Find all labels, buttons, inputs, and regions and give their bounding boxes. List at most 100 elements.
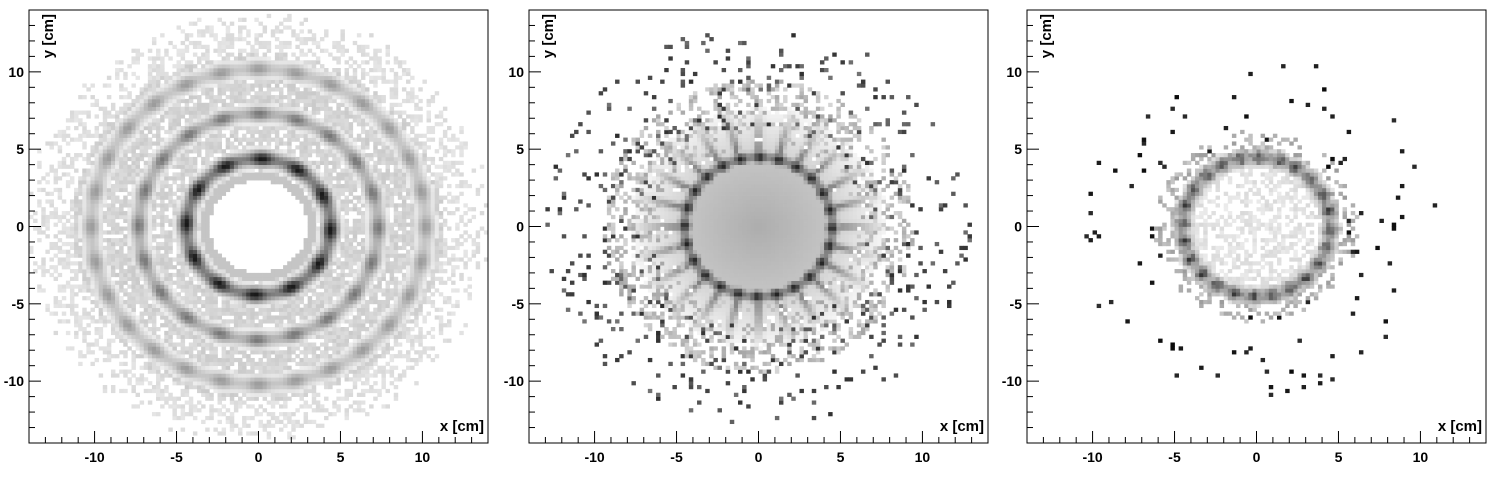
heatmap-cell (291, 419, 296, 425)
heatmap-cell (410, 172, 415, 177)
heatmap-cell (451, 149, 456, 154)
heatmap-cell (143, 299, 149, 305)
heatmap-cell (131, 230, 136, 235)
heatmap-cell (414, 307, 419, 312)
heatmap-cell (160, 365, 165, 370)
heatmap-cell (188, 404, 194, 409)
heatmap-cell (90, 214, 95, 220)
heatmap-cell (65, 319, 71, 324)
heatmap-cell (270, 423, 276, 428)
heatmap-cell (213, 369, 218, 374)
heatmap-cell (422, 284, 427, 289)
heatmap-cell (262, 427, 268, 432)
heatmap-cell (209, 369, 214, 374)
heatmap-cell (254, 431, 259, 436)
heatmap-cell (209, 338, 214, 343)
heatmap-cell (303, 149, 309, 154)
heatmap-cell (94, 342, 100, 347)
heatmap-cell (381, 149, 386, 154)
heatmap-cell (172, 342, 177, 347)
heatmap-cell (192, 164, 198, 169)
heatmap-cell (188, 218, 194, 223)
heatmap-cell (369, 234, 374, 239)
heatmap-cell (98, 327, 104, 332)
heatmap-cell (176, 160, 181, 165)
heatmap-cell (369, 164, 374, 169)
heatmap-cell (115, 164, 120, 169)
heatmap-cell (184, 373, 190, 378)
heatmap-cell (352, 365, 358, 370)
heatmap-cell (94, 288, 100, 293)
heatmap-cell (205, 396, 210, 401)
heatmap-cell (315, 423, 321, 428)
heatmap-cell (102, 176, 108, 181)
heatmap-cell (332, 323, 337, 328)
heatmap-cell (135, 276, 140, 281)
heatmap-cell (418, 327, 423, 332)
heatmap-cell (123, 238, 128, 243)
heatmap-cell (135, 404, 140, 409)
heatmap-cell (217, 342, 222, 347)
heatmap-cell (356, 280, 362, 285)
heatmap-cell (328, 160, 333, 165)
heatmap-cell (184, 288, 190, 293)
heatmap-cell (311, 315, 317, 320)
heatmap-cell (94, 203, 100, 208)
heatmap-cell (205, 280, 210, 285)
heatmap-cell (106, 211, 112, 216)
heatmap-cell (307, 149, 313, 154)
heatmap-cell (57, 261, 63, 266)
heatmap-cell (57, 272, 63, 278)
heatmap-cell (221, 303, 227, 309)
heatmap-cell (188, 342, 194, 347)
heatmap-cell (348, 350, 354, 355)
heatmap-cell (69, 299, 75, 305)
heatmap-cell (295, 361, 300, 367)
heatmap-cell (270, 377, 276, 382)
heatmap-cell (274, 346, 280, 351)
heatmap-cell (127, 180, 132, 185)
heatmap-cell (250, 288, 255, 293)
heatmap-cell (414, 323, 419, 328)
heatmap-cell (283, 153, 288, 158)
heatmap-cell (336, 342, 341, 347)
heatmap-cell (307, 269, 313, 274)
heatmap-cell (143, 269, 149, 274)
heatmap-cell (356, 354, 362, 359)
heatmap-cell (430, 284, 436, 289)
heatmap-cell (156, 280, 161, 285)
heatmap-cell (254, 272, 259, 278)
heatmap-cell (156, 164, 161, 169)
heatmap-cell (369, 214, 374, 220)
heatmap-cell (295, 408, 300, 413)
heatmap-cell (135, 265, 140, 270)
heatmap-cell (156, 195, 161, 200)
heatmap-cell (131, 149, 136, 154)
heatmap-cell (119, 203, 124, 208)
heatmap-cell (74, 311, 79, 316)
heatmap-cell (278, 350, 284, 355)
heatmap-cell (110, 187, 116, 193)
heatmap-cell (139, 207, 145, 212)
heatmap-cell (156, 156, 161, 162)
heatmap-cell (451, 160, 456, 165)
heatmap-cell (352, 230, 358, 235)
heatmap-cell (389, 172, 395, 177)
heatmap-cell (213, 315, 218, 320)
heatmap-cell (397, 377, 403, 382)
heatmap-cell (324, 284, 329, 289)
heatmap-cell (266, 303, 272, 309)
heatmap-cell (430, 327, 436, 332)
heatmap-cell (160, 299, 165, 305)
heatmap-cell (86, 160, 91, 165)
heatmap-cell (340, 207, 345, 212)
heatmap-cell (115, 149, 120, 154)
heatmap-cell (115, 354, 120, 359)
heatmap-cell (184, 303, 190, 309)
heatmap-cell (250, 342, 255, 347)
heatmap-cell (246, 280, 251, 285)
heatmap-cell (270, 176, 276, 181)
heatmap-cell (168, 245, 173, 251)
heatmap-cell (311, 346, 317, 351)
